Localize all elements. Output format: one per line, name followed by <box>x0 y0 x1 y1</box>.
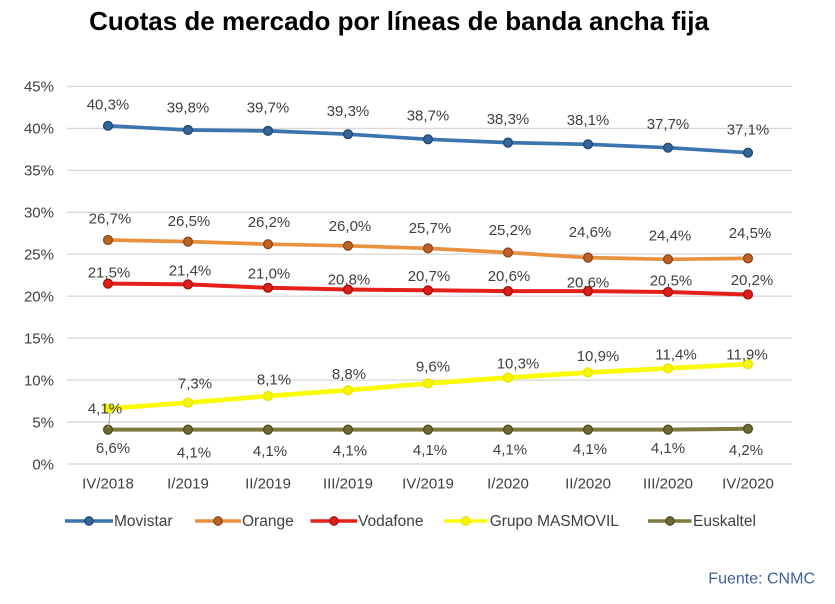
svg-text:26,0%: 26,0% <box>329 218 372 235</box>
svg-text:39,3%: 39,3% <box>327 103 370 120</box>
svg-text:20,6%: 20,6% <box>567 274 610 291</box>
svg-text:8,8%: 8,8% <box>332 366 366 383</box>
svg-text:4,2%: 4,2% <box>729 442 763 459</box>
svg-text:Cuotas de mercado por líneas d: Cuotas de mercado por líneas de banda an… <box>89 6 709 36</box>
svg-text:4,1%: 4,1% <box>177 445 211 462</box>
svg-text:0%: 0% <box>32 456 54 473</box>
svg-text:26,5%: 26,5% <box>168 213 211 230</box>
svg-text:35%: 35% <box>24 163 54 180</box>
svg-text:4,1%: 4,1% <box>493 441 527 458</box>
svg-text:20%: 20% <box>24 289 54 306</box>
svg-text:4,1%: 4,1% <box>88 400 122 417</box>
svg-text:20,8%: 20,8% <box>328 271 371 288</box>
svg-text:6,6%: 6,6% <box>96 440 130 457</box>
svg-text:Fuente: CNMC: Fuente: CNMC <box>708 571 815 588</box>
svg-text:20,2%: 20,2% <box>731 272 774 289</box>
svg-text:II/2020: II/2020 <box>565 476 611 493</box>
svg-text:Movistar: Movistar <box>114 513 173 530</box>
svg-text:24,5%: 24,5% <box>729 225 772 242</box>
svg-text:20,6%: 20,6% <box>488 268 531 285</box>
svg-text:Vodafone: Vodafone <box>358 513 424 530</box>
svg-text:40%: 40% <box>24 121 54 138</box>
svg-text:20,7%: 20,7% <box>408 268 451 285</box>
svg-text:24,4%: 24,4% <box>649 228 692 245</box>
svg-text:4,1%: 4,1% <box>333 442 367 459</box>
svg-text:37,7%: 37,7% <box>647 116 690 133</box>
svg-text:III/2020: III/2020 <box>643 476 693 493</box>
svg-text:21,5%: 21,5% <box>88 265 131 282</box>
svg-text:4,1%: 4,1% <box>573 441 607 458</box>
svg-text:21,0%: 21,0% <box>248 266 291 283</box>
svg-text:21,4%: 21,4% <box>169 263 212 280</box>
svg-text:26,2%: 26,2% <box>248 214 291 231</box>
svg-text:24,6%: 24,6% <box>569 224 612 241</box>
svg-text:IV/2019: IV/2019 <box>402 476 454 493</box>
svg-text:I/2020: I/2020 <box>487 476 529 493</box>
svg-text:45%: 45% <box>24 79 54 96</box>
svg-text:I/2019: I/2019 <box>167 476 209 493</box>
svg-text:10,3%: 10,3% <box>497 356 540 373</box>
svg-text:30%: 30% <box>24 205 54 222</box>
svg-text:4,1%: 4,1% <box>253 443 287 460</box>
svg-text:5%: 5% <box>32 414 54 431</box>
svg-text:26,7%: 26,7% <box>89 210 132 227</box>
svg-text:4,1%: 4,1% <box>413 442 447 459</box>
svg-text:10%: 10% <box>24 372 54 389</box>
svg-text:III/2019: III/2019 <box>323 476 373 493</box>
svg-text:25,7%: 25,7% <box>409 220 452 237</box>
svg-text:15%: 15% <box>24 330 54 347</box>
svg-text:IV/2018: IV/2018 <box>82 476 134 493</box>
svg-text:11,9%: 11,9% <box>726 346 767 363</box>
svg-text:40,3%: 40,3% <box>87 97 130 114</box>
svg-text:11,4%: 11,4% <box>655 346 696 363</box>
svg-text:7,3%: 7,3% <box>178 375 212 392</box>
svg-text:39,7%: 39,7% <box>247 100 290 117</box>
svg-text:25,2%: 25,2% <box>489 222 532 239</box>
svg-text:38,7%: 38,7% <box>407 108 450 125</box>
svg-text:Grupo MASMOVIL: Grupo MASMOVIL <box>490 513 620 530</box>
svg-text:9,6%: 9,6% <box>416 358 450 375</box>
svg-text:IV/2020: IV/2020 <box>722 476 774 493</box>
svg-text:8,1%: 8,1% <box>257 371 291 388</box>
svg-text:38,1%: 38,1% <box>567 112 610 129</box>
svg-text:37,1%: 37,1% <box>727 122 770 139</box>
svg-text:Euskaltel: Euskaltel <box>693 513 756 530</box>
svg-text:10,9%: 10,9% <box>577 348 620 365</box>
svg-text:Orange: Orange <box>242 513 294 530</box>
svg-text:38,3%: 38,3% <box>487 111 530 128</box>
svg-text:20,5%: 20,5% <box>650 272 693 289</box>
svg-text:39,8%: 39,8% <box>167 100 210 117</box>
svg-text:II/2019: II/2019 <box>245 476 291 493</box>
svg-text:25%: 25% <box>24 247 54 264</box>
svg-text:4,1%: 4,1% <box>651 440 685 457</box>
